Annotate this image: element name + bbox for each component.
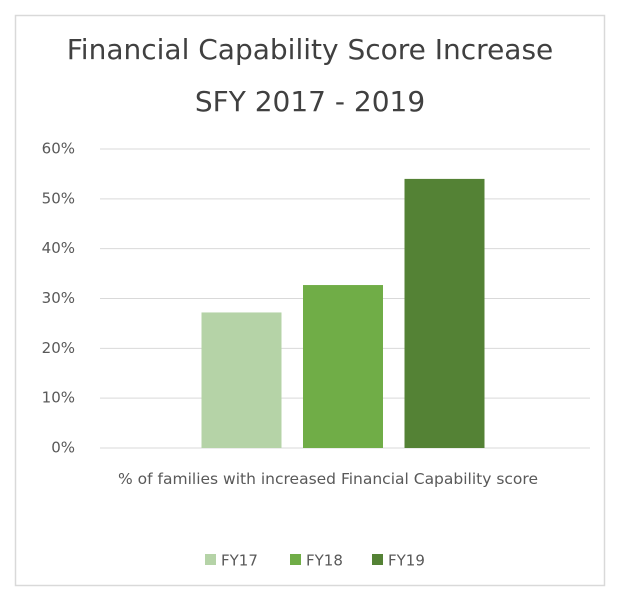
y-tick-label: 60%: [42, 140, 75, 158]
legend-label: FY17: [221, 552, 258, 570]
y-tick-label: 0%: [51, 439, 75, 457]
legend-swatch: [290, 554, 301, 565]
legend-label: FY19: [388, 552, 425, 570]
bar: [303, 285, 383, 448]
y-tick-label: 50%: [42, 189, 75, 207]
x-tick-label: % of families with increased Financial C…: [118, 470, 538, 488]
y-tick-label: 20%: [42, 339, 75, 357]
legend-label: FY18: [306, 552, 343, 570]
bar: [201, 312, 282, 448]
y-tick-label: 30%: [42, 289, 75, 307]
bar: [404, 178, 485, 448]
chart-title: Financial Capability Score Increase SFY …: [66, 33, 554, 118]
y-tick-label: 40%: [42, 239, 75, 257]
legend-swatch: [372, 554, 383, 565]
y-tick-label: 10%: [42, 389, 75, 407]
legend-swatch: [205, 554, 216, 565]
